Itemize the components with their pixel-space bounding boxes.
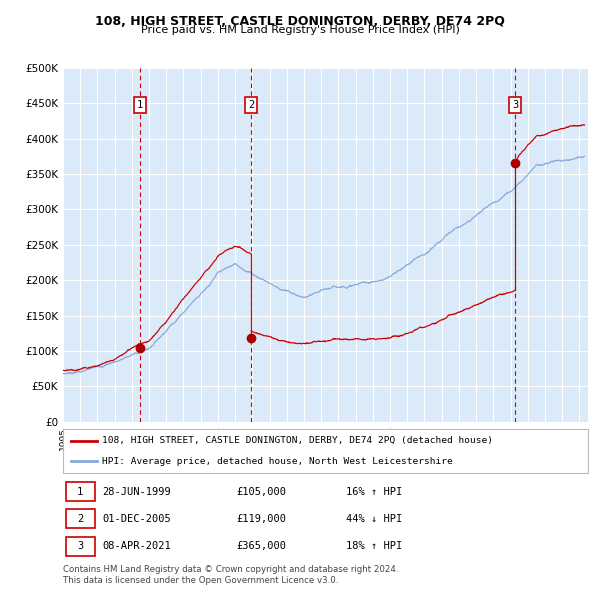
- Text: 3: 3: [77, 541, 83, 551]
- Text: 44% ↓ HPI: 44% ↓ HPI: [347, 514, 403, 524]
- Text: HPI: Average price, detached house, North West Leicestershire: HPI: Average price, detached house, Nort…: [103, 457, 453, 466]
- Text: 08-APR-2021: 08-APR-2021: [103, 541, 171, 551]
- Text: 01-DEC-2005: 01-DEC-2005: [103, 514, 171, 524]
- Text: 28-JUN-1999: 28-JUN-1999: [103, 487, 171, 497]
- Text: 16% ↑ HPI: 16% ↑ HPI: [347, 487, 403, 497]
- Bar: [65, 537, 95, 556]
- Text: Contains HM Land Registry data © Crown copyright and database right 2024.
This d: Contains HM Land Registry data © Crown c…: [63, 565, 398, 585]
- Text: Price paid vs. HM Land Registry's House Price Index (HPI): Price paid vs. HM Land Registry's House …: [140, 25, 460, 35]
- Bar: [65, 510, 95, 528]
- Text: 1: 1: [77, 487, 83, 497]
- Text: 1: 1: [137, 100, 143, 110]
- Text: 2: 2: [248, 100, 254, 110]
- Text: £105,000: £105,000: [236, 487, 286, 497]
- Text: 18% ↑ HPI: 18% ↑ HPI: [347, 541, 403, 551]
- Text: 2: 2: [77, 514, 83, 524]
- Text: 108, HIGH STREET, CASTLE DONINGTON, DERBY, DE74 2PQ: 108, HIGH STREET, CASTLE DONINGTON, DERB…: [95, 15, 505, 28]
- Text: 108, HIGH STREET, CASTLE DONINGTON, DERBY, DE74 2PQ (detached house): 108, HIGH STREET, CASTLE DONINGTON, DERB…: [103, 437, 493, 445]
- Bar: [65, 482, 95, 501]
- Text: £365,000: £365,000: [236, 541, 286, 551]
- Text: £119,000: £119,000: [236, 514, 286, 524]
- Text: 3: 3: [512, 100, 518, 110]
